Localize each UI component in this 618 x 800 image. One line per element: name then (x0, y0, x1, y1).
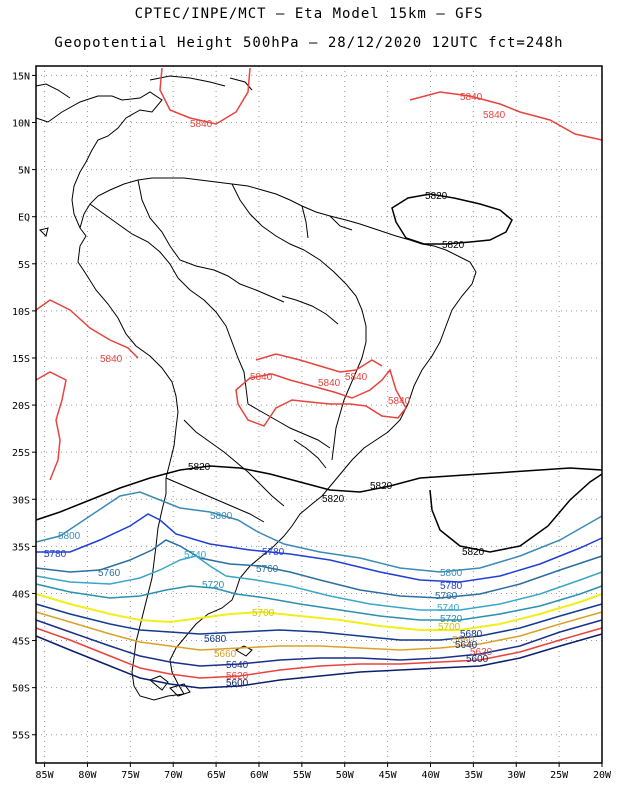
contour-label-5680: 5680 (204, 634, 227, 645)
contour-label-5700: 5700 (252, 608, 275, 619)
contour-label-5840: 5840 (483, 110, 506, 121)
contour-label-5780: 5780 (262, 547, 285, 558)
lon-label: 70W (164, 770, 183, 781)
contour-label-5620: 5620 (470, 647, 493, 658)
lat-label: 25S (12, 448, 30, 459)
lat-label: 5N (18, 166, 30, 177)
contour-5640 (35, 619, 603, 667)
contour-5600 (35, 633, 603, 689)
contour-label-5600: 5600 (226, 678, 249, 689)
contour-5820 (429, 473, 603, 553)
lat-label: 30S (12, 495, 30, 506)
lat-label: 5S (18, 260, 30, 271)
lat-label: 10N (12, 119, 30, 130)
contour-label-5800: 5800 (210, 511, 233, 522)
contour-label-5840: 5840 (100, 354, 123, 365)
lon-label: 25W (550, 770, 569, 781)
contour-5840 (35, 371, 67, 481)
contour-label-5740: 5740 (437, 603, 460, 614)
contour-5820 (35, 465, 603, 521)
contour-label-5840: 5840 (190, 119, 213, 130)
contour-5740 (35, 555, 603, 611)
contour-label-5820: 5820 (442, 240, 465, 251)
contour-label-5820: 5820 (425, 191, 448, 202)
contour-labels: 5840584058405840584058405840584058205820… (44, 92, 506, 689)
contour-label-5720: 5720 (440, 614, 463, 625)
lon-label: 75W (121, 770, 140, 781)
contour-label-5640: 5640 (226, 660, 249, 671)
lon-label: 30W (507, 770, 526, 781)
lon-label: 60W (250, 770, 269, 781)
lat-label: 15N (12, 71, 30, 82)
lat-label: 35S (12, 542, 30, 553)
contour-5620 (35, 627, 603, 679)
contour-5840 (255, 353, 383, 373)
contour-5700 (35, 593, 603, 631)
lat-label: 20S (12, 401, 30, 412)
contour-5720 (35, 583, 603, 621)
lat-label: 40S (12, 589, 30, 600)
contour-label-5820: 5820 (188, 462, 211, 473)
lon-label: 55W (293, 770, 312, 781)
lon-label: 35W (464, 770, 483, 781)
contour-label-5840: 5840 (250, 372, 273, 383)
contour-label-5840: 5840 (345, 372, 368, 383)
contour-label-5800: 5800 (58, 531, 81, 542)
contour-5780 (36, 513, 603, 583)
lon-label: 50W (336, 770, 355, 781)
contour-label-5660: 5660 (214, 649, 237, 660)
lat-label: 10S (12, 307, 30, 318)
contour-label-5780: 5780 (440, 581, 463, 592)
contour-label-5740: 5740 (184, 550, 207, 561)
contour-label-5720: 5720 (202, 580, 225, 591)
chart-title-line2: Geopotential Height 500hPa – 28/12/2020 … (54, 35, 564, 51)
contour-label-5820: 5820 (322, 494, 345, 505)
coastlines (35, 75, 477, 701)
contour-5840 (409, 91, 603, 141)
contour-5800 (35, 491, 603, 573)
contour-label-5600: 5600 (466, 654, 489, 665)
contour-label-5620: 5620 (226, 671, 249, 682)
contour-label-5820: 5820 (370, 481, 393, 492)
contour-label-5680: 5680 (460, 629, 483, 640)
contour-5760 (35, 539, 603, 599)
lat-label: 45S (12, 637, 30, 648)
contour-5820 (391, 193, 513, 245)
contour-label-5820: 5820 (462, 547, 485, 558)
contour-5840 (35, 299, 139, 359)
contour-label-5840: 5840 (318, 378, 341, 389)
lat-label: 50S (12, 684, 30, 695)
contour-label-5760: 5760 (256, 564, 279, 575)
lat-label: 55S (12, 731, 30, 742)
contour-label-5660: 5660 (452, 635, 475, 646)
chart-title-line1: CPTEC/INPE/MCT – Eta Model 15km – GFS (134, 6, 484, 22)
lat-label: 15S (12, 354, 30, 365)
contour-label-5840: 5840 (460, 92, 483, 103)
map-frame (35, 65, 603, 764)
contour-lines (35, 67, 603, 689)
contour-label-5780: 5780 (44, 549, 67, 560)
contour-label-5700: 5700 (438, 622, 461, 633)
contour-5660 (35, 611, 603, 651)
contour-label-5640: 5640 (455, 640, 478, 651)
contour-5840 (235, 368, 407, 427)
axis-ticks: 15N 10N 5N EQ 5S 10S 15S 20S 25S 30S 35S 40S 45S 50S 5… (12, 71, 612, 781)
lon-label: 85W (36, 770, 55, 781)
contour-5840 (159, 67, 251, 125)
contour-label-5760: 5760 (98, 568, 121, 579)
lon-label: 40W (421, 770, 440, 781)
contour-label-5800: 5800 (440, 568, 463, 579)
contour-5680 (35, 603, 603, 641)
lon-label: 65W (207, 770, 226, 781)
contour-label-5840: 5840 (388, 396, 411, 407)
lat-label: EQ (18, 213, 30, 224)
lon-label: 45W (379, 770, 398, 781)
contour-label-5760: 5760 (435, 591, 458, 602)
lon-label: 20W (593, 770, 612, 781)
lon-label: 80W (78, 770, 97, 781)
